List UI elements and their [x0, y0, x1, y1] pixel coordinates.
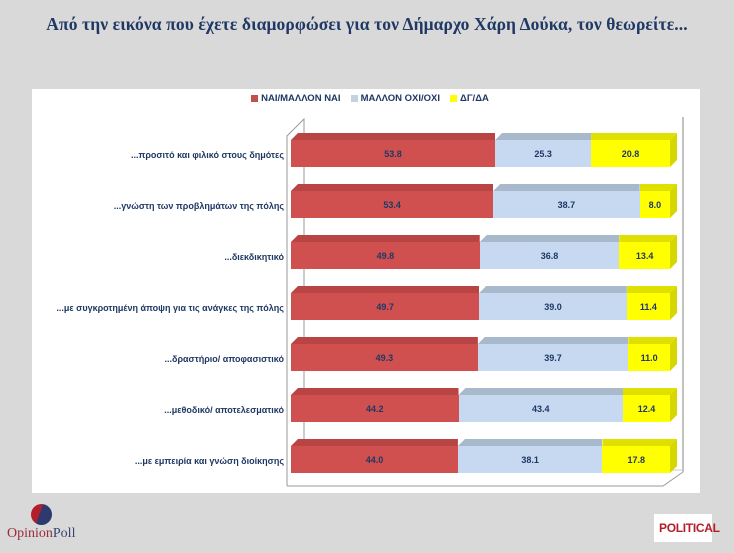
bar-dk-top: [591, 133, 677, 140]
bar-segment-no: 25.3: [495, 140, 592, 167]
bar-dk-top: [640, 184, 677, 191]
bar-side: [670, 184, 677, 218]
bar-dk-top: [602, 439, 677, 446]
legend-label-dk: ΔΓ/ΔΑ: [460, 93, 489, 104]
bar-segment-yes: 44.2: [291, 395, 459, 422]
bar-no-top: [479, 235, 620, 242]
bar-segment-dk: 8.0: [639, 191, 670, 218]
row-label: ...προσιτό και φιλικό στους δημότες: [130, 150, 284, 160]
bar-side: [670, 439, 677, 473]
legend-swatch-no: [350, 95, 358, 102]
bar-segment-no: 36.8: [479, 242, 620, 269]
bar-yes-top: [291, 286, 480, 293]
political-logo: POLITICAL: [654, 514, 720, 542]
bar-dk-top: [619, 235, 677, 242]
bar-no-top: [479, 286, 627, 293]
chart-title: Από την εικόνα που έχετε διαμορφώσει για…: [46, 14, 688, 34]
legend-swatch-dk: [450, 95, 458, 102]
chart-legend: ΝΑΙ/ΜΑΛΛΟΝ ΝΑΙ ΜΑΛΛΟΝ ΟΧΙ/ΟΧΙ ΔΓ/ΔΑ: [0, 93, 734, 104]
bar-segment-dk: 17.8: [602, 446, 670, 473]
opinion-poll-logo-part2: Poll: [52, 526, 76, 541]
bar-side: [670, 337, 677, 371]
bar-dk-top: [628, 337, 677, 344]
bar-segment-yes: 49.3: [291, 344, 478, 371]
bar-segment-yes: 53.4: [291, 191, 494, 218]
bar-yes-top: [291, 184, 494, 191]
bar-no-top: [458, 388, 623, 395]
bar-segment-dk: 11.4: [626, 293, 670, 320]
bar-side: [670, 235, 677, 269]
bar-segment-dk: 11.0: [628, 344, 670, 371]
bar-side: [670, 286, 677, 320]
bar-segment-dk: 12.4: [623, 395, 670, 422]
row-label: ...δραστήριο/ αποφασιστικό: [164, 354, 285, 364]
legend-item-yes: ΝΑΙ/ΜΑΛΛΟΝ ΝΑΙ: [251, 93, 341, 104]
bar-dk-top: [623, 388, 677, 395]
bar-segment-dk: 13.4: [619, 242, 670, 269]
bar-segment-dk: 20.8: [591, 140, 670, 167]
bar-no-top: [495, 133, 592, 140]
bar-segment-no: 38.1: [457, 446, 603, 473]
bar-segment-no: 39.0: [479, 293, 627, 320]
bar-no-top: [493, 184, 640, 191]
bar-segment-yes: 53.8: [291, 140, 496, 167]
bar-yes-top: [291, 388, 459, 395]
opinion-poll-logo-part1: Opinion: [7, 526, 53, 541]
opinion-poll-logo: OpinionPoll: [7, 526, 75, 542]
legend-label-yes: ΝΑΙ/ΜΑΛΛΟΝ ΝΑΙ: [261, 93, 341, 104]
row-label: ...μεθοδικό/ αποτελεσματικό: [164, 405, 284, 415]
bar-dk-top: [627, 286, 677, 293]
bar-segment-no: 43.4: [458, 395, 623, 422]
row-label: ...με εμπειρία και γνώση διοίκησης: [134, 456, 284, 466]
bar-segment-yes: 49.7: [291, 293, 480, 320]
legend-swatch-yes: [251, 95, 259, 102]
bar-yes-top: [291, 439, 458, 446]
legend-item-no: ΜΑΛΛΟΝ ΟΧΙ/ΟΧΙ: [350, 93, 441, 104]
bar-yes-top: [291, 337, 478, 344]
bar-yes-top: [291, 133, 496, 140]
legend-label-no: ΜΑΛΛΟΝ ΟΧΙ/ΟΧΙ: [360, 93, 441, 104]
bar-side: [670, 388, 677, 422]
bar-no-top: [457, 439, 603, 446]
bar-segment-yes: 49.8: [291, 242, 480, 269]
bar-segment-yes: 44.0: [291, 446, 458, 473]
row-label: ...με συγκροτημένη άποψη για τις ανάγκες…: [56, 303, 284, 313]
bar-segment-no: 38.7: [493, 191, 640, 218]
row-label: ...γνώστη των προβλημάτων της πόλης: [113, 201, 284, 211]
bar-segment-no: 39.7: [477, 344, 629, 371]
bar-side: [670, 133, 677, 167]
bar-no-top: [477, 337, 629, 344]
bar-yes-top: [291, 235, 480, 242]
opinion-poll-logo-icon: [31, 504, 52, 525]
legend-item-dk: ΔΓ/ΔΑ: [450, 93, 489, 104]
row-label: ...διεκδικητικό: [224, 252, 284, 262]
